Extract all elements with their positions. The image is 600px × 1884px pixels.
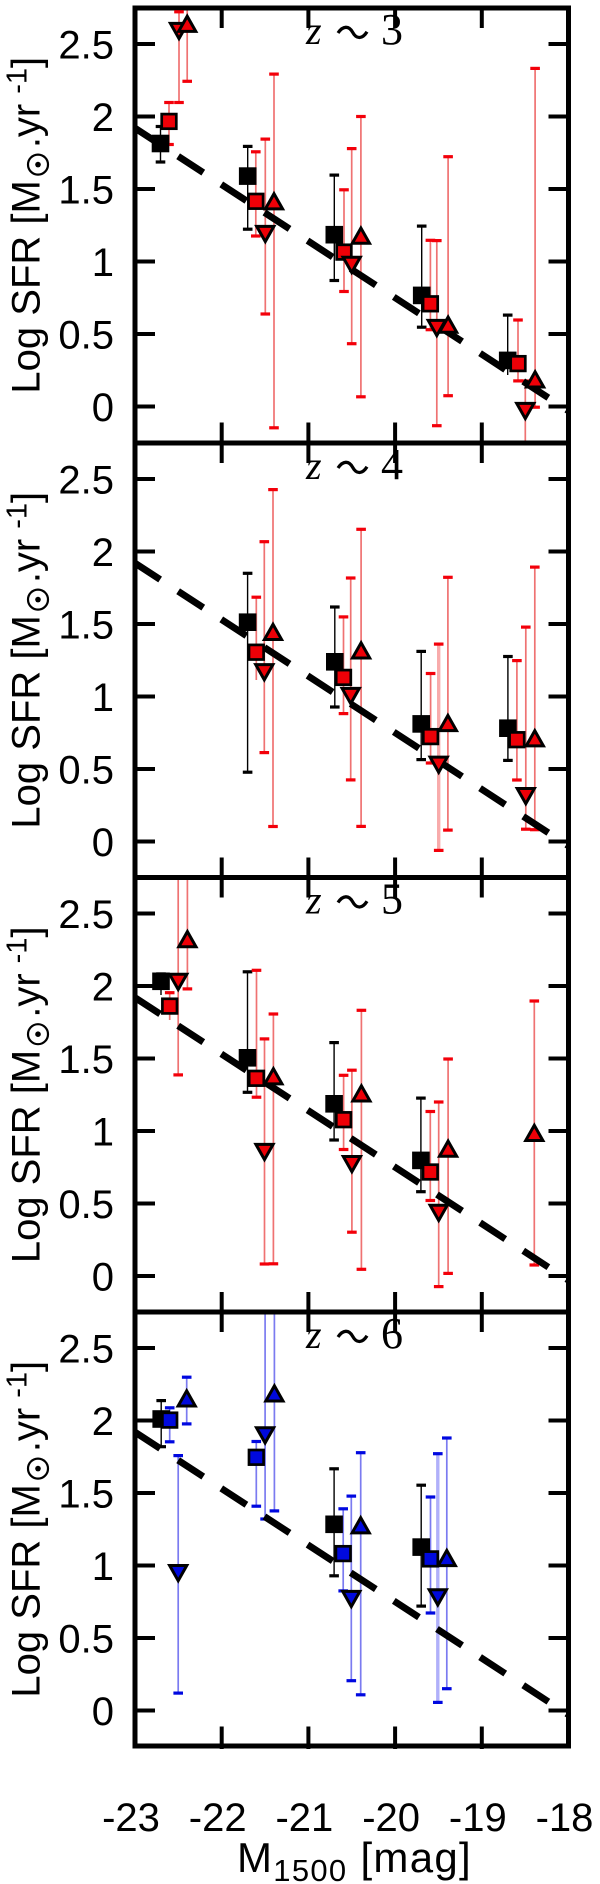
svg-text:5: 5 bbox=[381, 875, 403, 924]
svg-text:Log SFR [M.yr-1]: Log SFR [M.yr-1] bbox=[2, 1361, 49, 1698]
svg-text:2.5: 2.5 bbox=[58, 1328, 114, 1372]
svg-text:2: 2 bbox=[92, 1400, 114, 1444]
svg-text:-18: -18 bbox=[536, 1796, 594, 1840]
svg-text:2.5: 2.5 bbox=[58, 24, 114, 68]
svg-text:0.5: 0.5 bbox=[58, 1618, 114, 1662]
svg-text:-20: -20 bbox=[362, 1796, 420, 1840]
svg-text:1.5: 1.5 bbox=[58, 1038, 114, 1082]
svg-text:-19: -19 bbox=[449, 1796, 507, 1840]
svg-text:4: 4 bbox=[381, 440, 403, 489]
svg-text:2: 2 bbox=[92, 96, 114, 140]
svg-text:0.5: 0.5 bbox=[58, 749, 114, 793]
svg-text:z: z bbox=[305, 8, 322, 53]
svg-text:0.5: 0.5 bbox=[58, 314, 114, 358]
svg-text:1.5: 1.5 bbox=[58, 169, 114, 213]
svg-text:0: 0 bbox=[92, 821, 114, 865]
svg-text:Log SFR [M.yr-1]: Log SFR [M.yr-1] bbox=[2, 57, 49, 394]
svg-text:2: 2 bbox=[92, 966, 114, 1010]
svg-text:Log SFR [M.yr-1]: Log SFR [M.yr-1] bbox=[2, 492, 49, 829]
svg-text:2.5: 2.5 bbox=[58, 459, 114, 503]
svg-text:1: 1 bbox=[92, 241, 114, 285]
svg-text:0: 0 bbox=[92, 1256, 114, 1300]
svg-text:0.5: 0.5 bbox=[58, 1183, 114, 1227]
svg-text:2: 2 bbox=[92, 531, 114, 575]
svg-text:z: z bbox=[305, 1312, 322, 1357]
svg-text:3: 3 bbox=[381, 5, 403, 54]
svg-text:1: 1 bbox=[92, 676, 114, 720]
svg-text:z: z bbox=[305, 443, 322, 488]
svg-text:1.5: 1.5 bbox=[58, 1473, 114, 1517]
svg-text:Log SFR [M.yr-1]: Log SFR [M.yr-1] bbox=[2, 926, 49, 1263]
svg-text:0: 0 bbox=[92, 386, 114, 430]
svg-text:M1500 [mag]: M1500 [mag] bbox=[237, 1834, 472, 1884]
svg-text:1: 1 bbox=[92, 1545, 114, 1589]
svg-text:2.5: 2.5 bbox=[58, 893, 114, 937]
svg-text:1.5: 1.5 bbox=[58, 604, 114, 648]
svg-text:-21: -21 bbox=[275, 1796, 333, 1840]
svg-text:1: 1 bbox=[92, 1111, 114, 1155]
svg-text:-22: -22 bbox=[189, 1796, 247, 1840]
svg-text:0: 0 bbox=[92, 1690, 114, 1734]
svg-text:6: 6 bbox=[381, 1309, 403, 1358]
svg-text:z: z bbox=[305, 878, 322, 923]
svg-text:-23: -23 bbox=[102, 1796, 160, 1840]
